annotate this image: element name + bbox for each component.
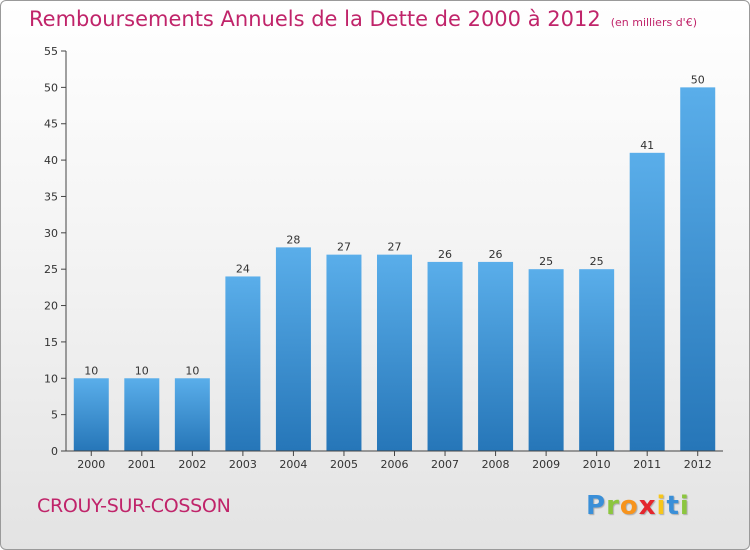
y-tick-label: 10 — [44, 372, 58, 385]
x-tick-label: 2008 — [482, 458, 510, 471]
bar-2002 — [174, 378, 210, 451]
y-tick-label: 30 — [44, 227, 58, 240]
bar-2007 — [427, 261, 463, 451]
y-tick-label: 5 — [51, 409, 58, 422]
commune-name: CROUY-SUR-COSSON — [37, 495, 231, 517]
bar-value-label: 25 — [539, 255, 553, 268]
x-tick-label: 2005 — [330, 458, 358, 471]
x-tick-label: 2009 — [532, 458, 560, 471]
logo-letter: i — [679, 491, 690, 521]
title-text: Remboursements Annuels de la Dette de 20… — [29, 7, 601, 31]
bar-2003 — [225, 276, 261, 451]
bar-value-label: 27 — [337, 241, 351, 254]
y-tick-label: 0 — [51, 445, 58, 458]
bar-value-label: 27 — [388, 241, 402, 254]
bar-2009 — [528, 269, 564, 451]
bar-value-label: 50 — [691, 73, 705, 86]
x-tick-label: 2007 — [431, 458, 459, 471]
bar-value-label: 10 — [185, 364, 199, 377]
bar-2012 — [680, 87, 716, 451]
y-tick-label: 45 — [44, 118, 58, 131]
bar-2001 — [124, 378, 160, 451]
y-tick-label: 20 — [44, 300, 58, 313]
x-tick-label: 2010 — [583, 458, 611, 471]
x-tick-label: 2001 — [128, 458, 156, 471]
y-tick-label: 55 — [44, 45, 58, 58]
bar-2008 — [478, 261, 514, 451]
logo-letter: x — [638, 491, 657, 521]
x-tick-label: 2003 — [229, 458, 257, 471]
bar-value-label: 28 — [286, 233, 300, 246]
logo-letter: i — [656, 491, 667, 521]
x-tick-label: 2002 — [178, 458, 206, 471]
y-tick-label: 25 — [44, 263, 58, 276]
x-tick-label: 2011 — [633, 458, 661, 471]
y-tick-label: 40 — [44, 154, 58, 167]
logo-letter: P — [586, 491, 607, 521]
bar-2010 — [579, 269, 615, 451]
x-tick-label: 2004 — [279, 458, 307, 471]
chart-title: Remboursements Annuels de la Dette de 20… — [29, 7, 697, 31]
bar-value-label: 25 — [590, 255, 604, 268]
bar-value-label: 41 — [640, 139, 654, 152]
y-tick-label: 35 — [44, 190, 58, 203]
bar-value-label: 26 — [489, 248, 503, 261]
bar-2000 — [73, 378, 109, 451]
logo-letter: o — [619, 491, 639, 521]
x-tick-label: 2000 — [77, 458, 105, 471]
bar-value-label: 10 — [135, 364, 149, 377]
bar-value-label: 26 — [438, 248, 452, 261]
logo-letter: t — [666, 491, 680, 521]
title-unit: (en milliers d'€) — [610, 16, 697, 29]
y-tick-label: 50 — [44, 81, 58, 94]
bar-value-label: 24 — [236, 262, 250, 275]
bar-2004 — [275, 247, 311, 451]
logo-letter: r — [606, 491, 620, 521]
y-tick-label: 15 — [44, 336, 58, 349]
x-tick-label: 2006 — [381, 458, 409, 471]
proxiti-logo: Proxiti — [586, 491, 690, 521]
bar-2011 — [629, 152, 665, 451]
bar-2005 — [326, 254, 362, 451]
bar-2006 — [377, 254, 412, 451]
x-tick-label: 2012 — [684, 458, 712, 471]
bar-value-label: 10 — [84, 364, 98, 377]
